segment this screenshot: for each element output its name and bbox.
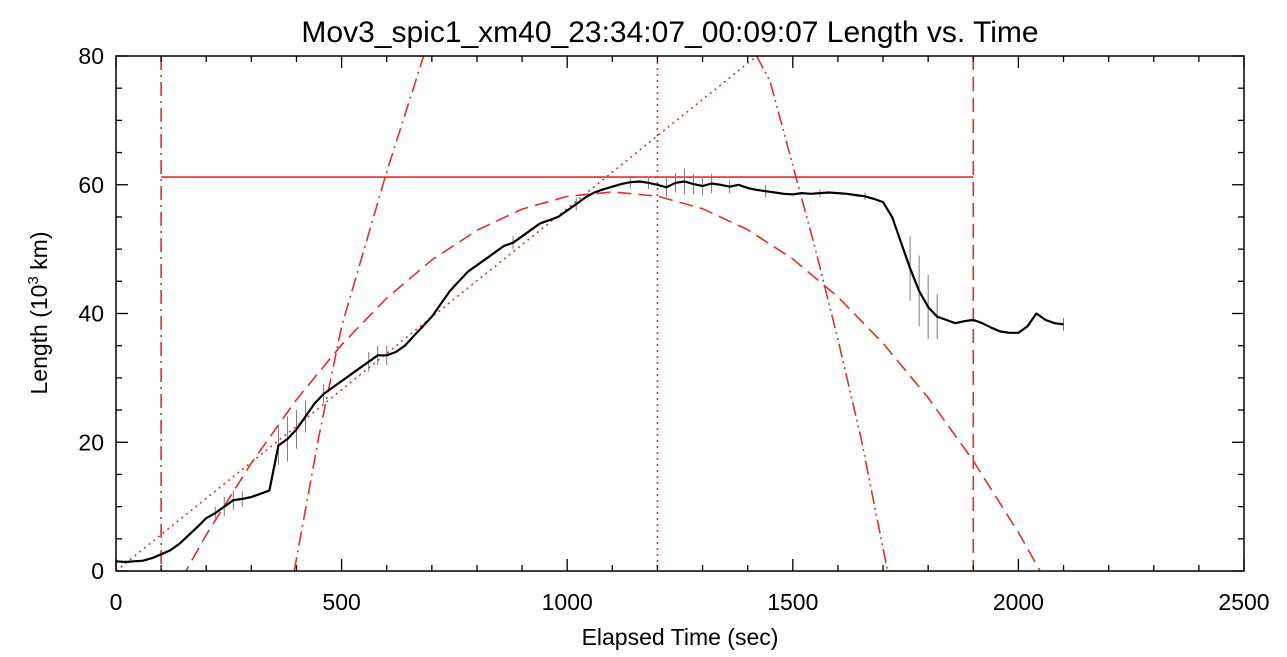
linear-fit-line [116, 56, 758, 571]
fall-fit-line [755, 56, 889, 571]
y-tick-label: 80 [78, 43, 104, 69]
y-axis-title-prefix: Length (10 [26, 285, 52, 395]
y-tick-label: 60 [78, 172, 104, 198]
x-tick-label: 500 [322, 589, 360, 615]
x-tick-label: 0 [110, 589, 123, 615]
y-axis-title: Length (103 km) [25, 231, 52, 394]
chart-title: Mov3_spic1_xm40_23:34:07_00:09:07 Length… [301, 16, 1038, 49]
plot-frame [115, 55, 1245, 572]
series-layer [116, 56, 1065, 571]
length-data-line [116, 180, 1064, 564]
y-axis-title-suffix: km) [26, 231, 52, 276]
ticks-layer [115, 55, 1245, 572]
x-tick-label: 1000 [542, 589, 593, 615]
parabolic-fit-line [185, 191, 1042, 571]
y-tick-labels: 0 20 40 60 80 [78, 43, 104, 584]
y-axis-title-superscript: 3 [25, 276, 42, 284]
x-tick-labels: 0 500 1000 1500 2000 2500 [110, 589, 1270, 615]
x-tick-label: 2000 [993, 589, 1044, 615]
x-tick-label: 1500 [767, 589, 818, 615]
y-tick-label: 0 [91, 558, 104, 584]
y-tick-label: 40 [78, 301, 104, 327]
rise-fit-line [293, 56, 425, 571]
y-tick-label: 20 [78, 429, 104, 455]
x-axis-title: Elapsed Time (sec) [582, 624, 779, 650]
x-tick-label: 2500 [1218, 589, 1269, 615]
